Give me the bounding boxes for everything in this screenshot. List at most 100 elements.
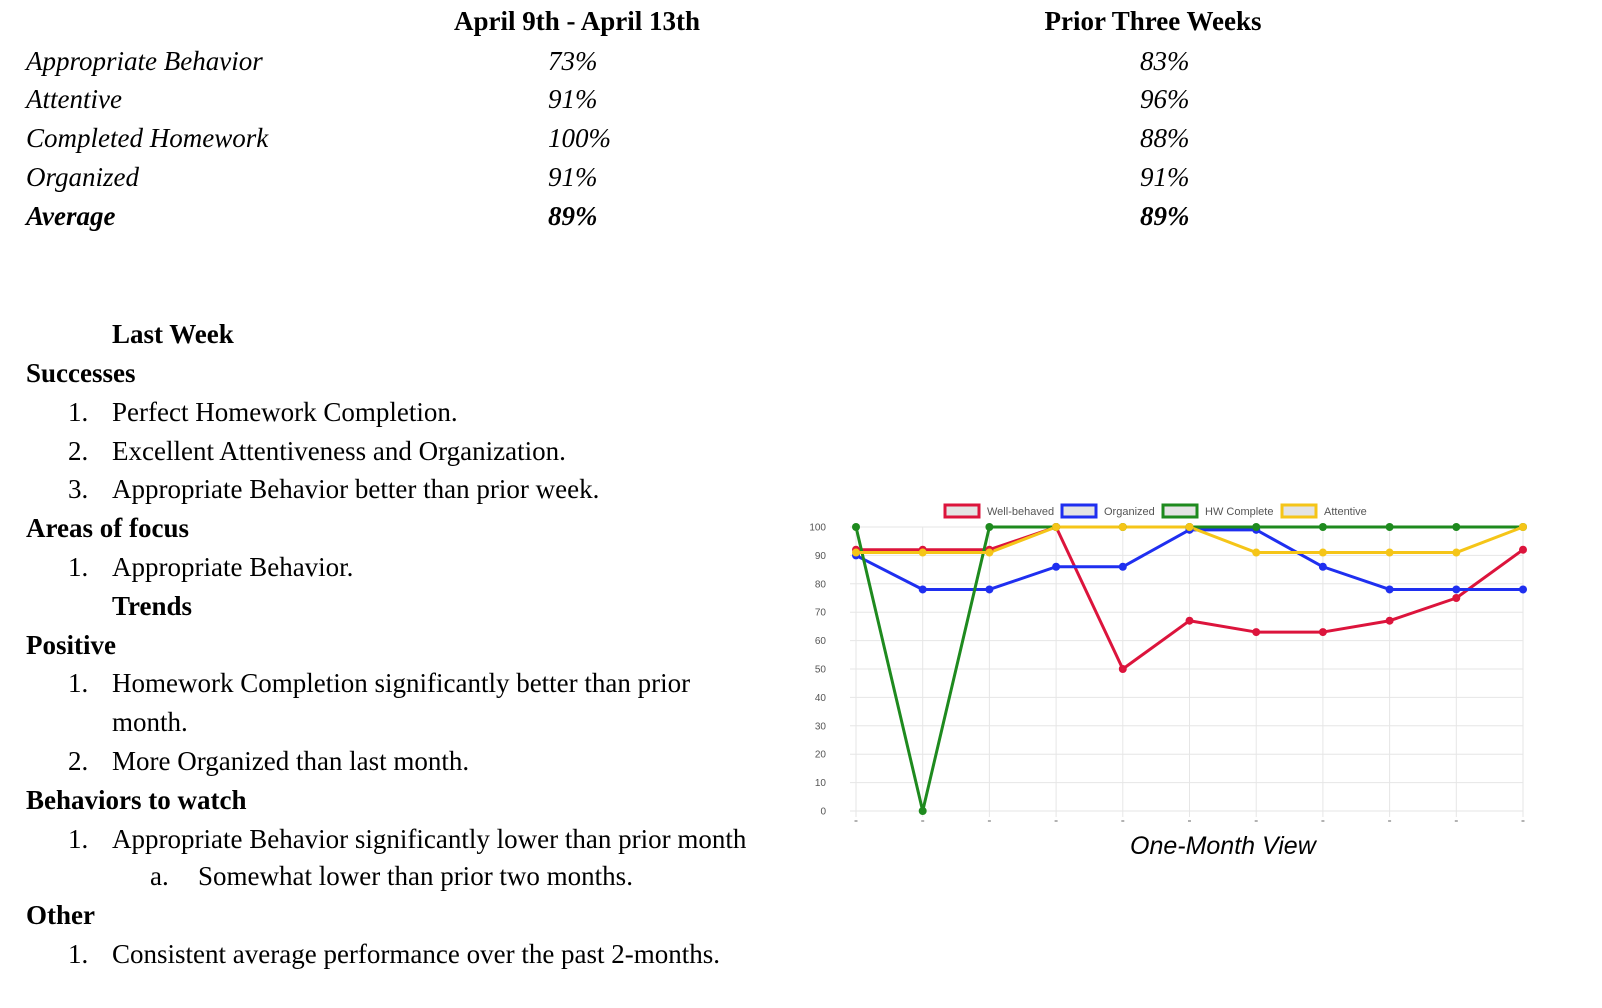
data-point [1519, 545, 1527, 554]
data-point [1452, 523, 1461, 531]
prior-weeks-header: Prior Three Weeks [1044, 6, 1262, 36]
prior-value: 91% [1140, 162, 1190, 192]
data-point [1052, 562, 1061, 571]
data-point [1385, 548, 1394, 557]
list-text: Appropriate Behavior better than prior w… [112, 474, 600, 504]
line-chart-svg: 0 10 20 30 40 50 60 70 80 90 100 Well-behaved Organi… [809, 503, 1527, 822]
data-point [1519, 585, 1527, 594]
summary-row: Completed Homework 100% 88% [0, 123, 1602, 163]
current-value: 100% [548, 123, 611, 153]
prior-value: 96% [1140, 84, 1190, 114]
row-label: Completed Homework [26, 123, 269, 153]
legend-swatch [1161, 503, 1199, 519]
list-text: Appropriate Behavior. [112, 552, 354, 582]
other-heading: Other [26, 900, 95, 930]
data-point [1252, 548, 1261, 557]
positive-heading: Positive [26, 630, 116, 660]
prior-value: 83% [1140, 46, 1190, 76]
list-number: 1. [68, 668, 89, 698]
legend-label: Organized [1104, 506, 1155, 518]
current-value: 91% [548, 162, 598, 192]
list-number: 1. [68, 824, 89, 854]
list-number: 3. [68, 474, 89, 504]
y-tick-label: 20 [815, 750, 827, 761]
data-point [918, 548, 927, 557]
y-tick-label: 30 [815, 721, 827, 732]
prior-value: 89% [1140, 201, 1190, 231]
data-point [985, 585, 994, 594]
data-point [918, 585, 927, 594]
list-number: 2. [68, 746, 89, 776]
list-text: month. [112, 707, 188, 737]
data-point [852, 523, 860, 531]
data-point [1452, 585, 1461, 594]
legend-label: Attentive [1324, 506, 1367, 518]
row-label: Average [26, 201, 116, 231]
list-text: Excellent Attentiveness and Organization… [112, 436, 566, 466]
data-point [1452, 548, 1461, 557]
chart-caption: One-Month View [1130, 832, 1316, 860]
summary-average-row: Average 89% 89% [0, 201, 1602, 241]
data-point [1519, 523, 1527, 531]
current-value: 91% [548, 84, 598, 114]
data-point [1118, 665, 1127, 673]
data-point [1318, 562, 1327, 571]
legend-swatch [1060, 503, 1098, 519]
data-point [985, 523, 994, 531]
data-point [1252, 523, 1261, 531]
list-text: Appropriate Behavior significantly lower… [112, 824, 747, 854]
summary-row: Appropriate Behavior 73% 83% [0, 46, 1602, 86]
list-number: 1. [68, 939, 89, 969]
row-label: Appropriate Behavior [26, 46, 263, 76]
current-value: 89% [548, 201, 598, 231]
successes-heading: Successes [26, 358, 136, 388]
legend-label: Well-behaved [987, 506, 1054, 518]
data-point [1385, 523, 1394, 531]
legend-swatch [943, 503, 981, 519]
list-number: 1. [68, 552, 89, 582]
data-point [1318, 628, 1327, 637]
prior-value: 88% [1140, 123, 1190, 153]
y-tick-label: 40 [815, 693, 827, 704]
list-number: 1. [68, 397, 89, 427]
list-text: Homework Completion significantly better… [112, 668, 691, 698]
legend-swatch [1280, 503, 1318, 519]
y-tick-label: 0 [820, 807, 826, 818]
current-value: 73% [548, 46, 598, 76]
list-letter: a. [150, 861, 169, 891]
current-week-header: April 9th - April 13th [453, 6, 701, 36]
data-point [1318, 548, 1327, 557]
data-point [985, 548, 994, 557]
data-point [1385, 585, 1394, 594]
y-tick-label: 90 [815, 551, 827, 562]
data-point [1185, 616, 1194, 625]
data-point [1052, 523, 1061, 531]
row-label: Organized [26, 162, 139, 192]
areas-of-focus-heading: Areas of focus [26, 513, 189, 543]
y-tick-label: 10 [815, 778, 827, 789]
data-point [1118, 562, 1127, 571]
list-text: Somewhat lower than prior two months. [198, 861, 633, 891]
data-point [852, 548, 860, 557]
y-tick-label: 80 [815, 579, 827, 590]
last-week-heading: Last Week [112, 319, 234, 349]
list-number: 2. [68, 436, 89, 466]
data-point [1118, 523, 1127, 531]
y-tick-label: 60 [815, 636, 827, 647]
y-tick-label: 100 [809, 523, 826, 534]
data-point [1252, 628, 1261, 637]
y-tick-label: 50 [815, 665, 827, 676]
one-month-chart: 0 10 20 30 40 50 60 70 80 90 100 Well-behaved Organi… [790, 495, 1550, 875]
list-text: Perfect Homework Completion. [112, 397, 458, 427]
y-tick-label: 70 [815, 608, 827, 619]
behaviors-heading: Behaviors to watch [26, 785, 247, 815]
data-point [918, 807, 927, 815]
trends-heading: Trends [112, 591, 193, 621]
row-label: Attentive [26, 84, 122, 114]
list-text: Consistent average performance over the … [112, 939, 721, 969]
data-point [1385, 616, 1394, 625]
data-point [1318, 523, 1327, 531]
list-text: More Organized than last month. [112, 746, 470, 776]
legend-label: HW Complete [1205, 506, 1273, 518]
summary-row: Attentive 91% 96% [0, 84, 1602, 124]
